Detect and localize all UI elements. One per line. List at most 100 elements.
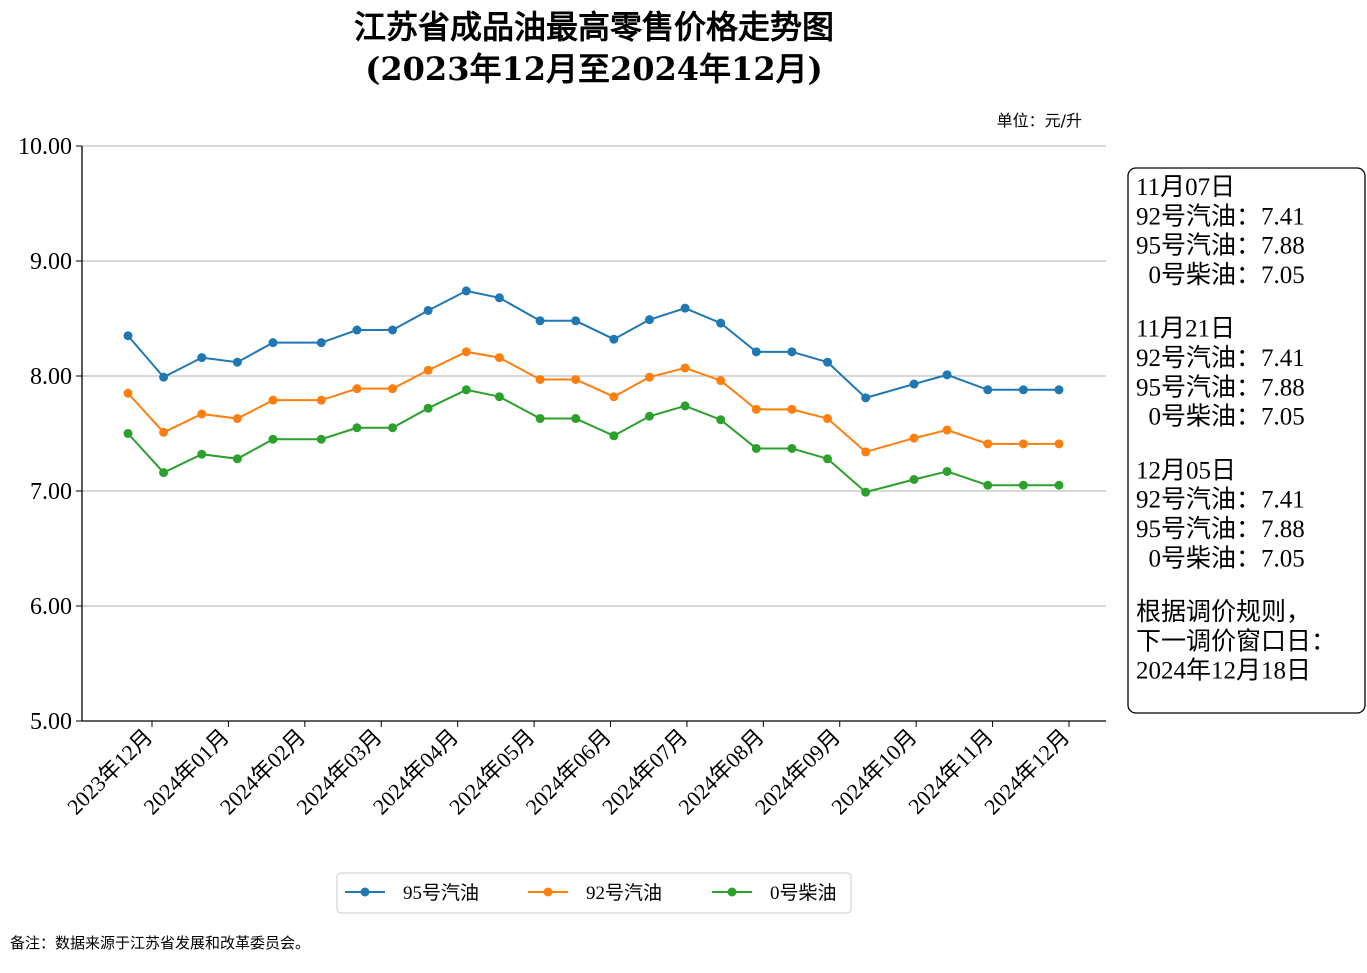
data-point (942, 466, 952, 476)
series-1 (123, 347, 1064, 457)
data-point (823, 357, 833, 367)
data-point (861, 393, 871, 403)
x-ticks: 2023年12月2024年01月2024年02月2024年03月2024年04月… (62, 721, 1075, 819)
data-point (1018, 480, 1028, 490)
data-point (644, 315, 654, 325)
data-point (909, 433, 919, 443)
legend-marker-icon (727, 887, 737, 897)
data-point (159, 372, 169, 382)
data-point (1054, 439, 1064, 449)
annotation-line: 0号柴油：7.05 (1136, 403, 1305, 431)
data-point (1054, 385, 1064, 395)
legend-marker-icon (360, 887, 370, 897)
data-point (823, 414, 833, 424)
data-point (197, 409, 207, 419)
data-point (861, 447, 871, 457)
data-point (1018, 385, 1028, 395)
data-point (609, 431, 619, 441)
legend-marker-icon (543, 887, 553, 897)
footnote: 备注：数据来源于江苏省发展和改革委员会。 (10, 934, 310, 952)
data-point (787, 347, 797, 357)
data-point (423, 365, 433, 375)
data-point (352, 325, 362, 335)
legend: 95号汽油 92号汽油 0号柴油 (336, 872, 852, 914)
annotation-line: 95号汽油：7.88 (1136, 232, 1305, 260)
y-tick-label: 6.00 (30, 594, 72, 620)
data-point (423, 403, 433, 413)
legend-label: 92号汽油 (586, 882, 662, 904)
data-point (1018, 439, 1028, 449)
data-point (787, 443, 797, 453)
data-point (232, 414, 242, 424)
data-point (316, 338, 326, 348)
data-point (571, 316, 581, 326)
series-0 (123, 286, 1064, 403)
chart-title: 江苏省成品油最高零售价格走势图 (354, 8, 834, 46)
data-point (535, 414, 545, 424)
series-line (127, 289, 1059, 399)
data-point (983, 385, 993, 395)
data-point (159, 468, 169, 478)
data-point (268, 338, 278, 348)
data-point (197, 353, 207, 363)
data-point (123, 429, 133, 438)
annotation-line: 0号柴油：7.05 (1136, 544, 1305, 572)
data-point (787, 404, 797, 414)
data-point (461, 347, 471, 357)
data-point (535, 374, 545, 384)
annotation-line: 下一调价窗口日： (1136, 627, 1336, 655)
series-group (123, 286, 1064, 497)
data-point (494, 392, 504, 402)
series-line (127, 388, 1059, 494)
data-point (388, 325, 398, 335)
annotation-line: 根据调价规则， (1136, 598, 1311, 626)
data-point (861, 487, 871, 497)
grid-lines (82, 145, 1106, 722)
data-point (644, 411, 654, 421)
legend-label: 95号汽油 (403, 882, 479, 904)
data-point (159, 427, 169, 437)
y-tick-label: 5.00 (30, 709, 72, 735)
data-point (942, 425, 952, 435)
y-tick-label: 8.00 (30, 364, 72, 390)
annotation-line: 11月21日 (1136, 316, 1235, 343)
y-tick-label: 9.00 (30, 249, 72, 275)
axes (81, 146, 1106, 722)
annotation-line: 12月05日 (1136, 457, 1236, 484)
data-point (680, 363, 690, 373)
data-point (609, 334, 619, 344)
data-point (909, 475, 919, 484)
data-point (751, 404, 761, 414)
annotation-line: 92号汽油：7.41 (1136, 486, 1305, 514)
data-point (461, 385, 471, 395)
unit-label: 单位：元/升 (997, 111, 1082, 130)
annotation-line: 95号汽油：7.88 (1136, 373, 1305, 401)
data-point (268, 434, 278, 444)
data-point (942, 370, 952, 380)
data-point (316, 434, 326, 444)
data-point (716, 318, 726, 328)
data-point (232, 454, 242, 464)
series-line (127, 350, 1059, 454)
annotation-line: 95号汽油：7.88 (1136, 515, 1305, 543)
y-ticks: 5.00 6.00 7.00 8.00 9.00 10.00 (18, 134, 82, 735)
data-point (680, 303, 690, 313)
data-point (535, 316, 545, 326)
data-point (909, 379, 919, 389)
data-point (423, 305, 433, 315)
data-point (232, 357, 242, 367)
data-point (461, 286, 471, 296)
data-point (983, 480, 993, 490)
data-point (388, 384, 398, 394)
annotation-line: 92号汽油：7.41 (1136, 202, 1305, 230)
data-point (352, 384, 362, 394)
data-point (1054, 480, 1064, 490)
legend-label: 0号柴油 (770, 882, 837, 904)
data-point (983, 439, 993, 449)
annotation-line: 92号汽油：7.41 (1136, 344, 1305, 372)
data-point (751, 347, 761, 357)
chart-subtitle: (2023年12月至2024年12月) (365, 50, 822, 88)
data-point (571, 414, 581, 424)
